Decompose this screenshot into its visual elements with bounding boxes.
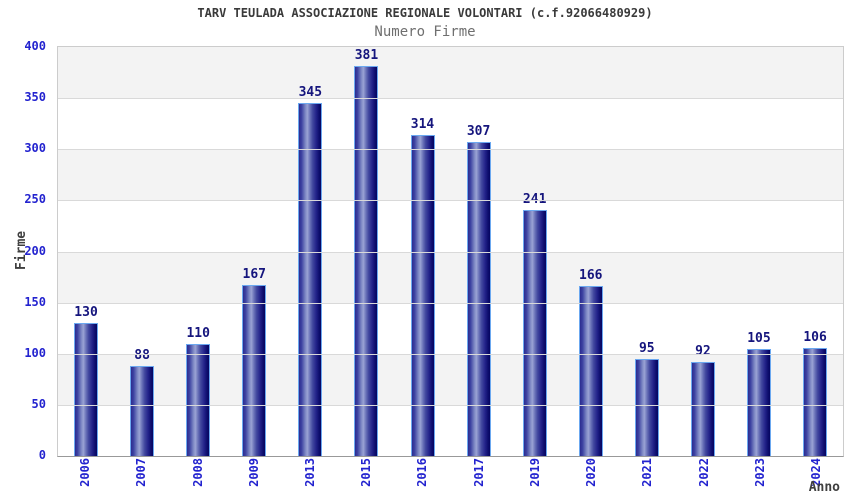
bar-slot: 307 xyxy=(451,47,507,456)
y-tick-label: 150 xyxy=(24,294,46,309)
plot-band xyxy=(58,47,843,99)
x-tick-slot: 2016 xyxy=(394,458,450,500)
gridline xyxy=(58,404,843,406)
bar xyxy=(354,66,379,456)
bar-value-label: 130 xyxy=(74,305,98,321)
x-tick-label: 2013 xyxy=(302,458,317,487)
x-tick-slot: 2015 xyxy=(338,458,394,500)
bar-slot: 381 xyxy=(338,47,394,456)
x-tick-label: 2020 xyxy=(584,458,599,487)
y-tick-label: 300 xyxy=(24,141,46,156)
x-tick-slot: 2007 xyxy=(113,458,169,500)
chart-title: TARV TEULADA ASSOCIAZIONE REGIONALE VOLO… xyxy=(197,6,653,20)
y-tick-label: 400 xyxy=(24,39,46,53)
x-tick-label: 2008 xyxy=(190,458,205,487)
bar-slot: 106 xyxy=(787,47,843,456)
bar-slot: 241 xyxy=(507,47,563,456)
plot-band xyxy=(58,149,843,201)
bar-slot: 95 xyxy=(619,47,675,456)
x-tick-slot: 2009 xyxy=(226,458,282,500)
bar-value-label: 166 xyxy=(579,268,603,284)
gridline xyxy=(58,98,843,100)
x-tick-slot: 2008 xyxy=(169,458,225,500)
bar-slot: 105 xyxy=(731,47,787,456)
x-tick-slot: 2017 xyxy=(451,458,507,500)
x-tick-label: 2009 xyxy=(246,458,261,487)
bars-container: 130 88 110 167 345 381 314 307 241 166 95 92 105 106 xyxy=(58,47,843,456)
x-tick-label: 2015 xyxy=(359,458,374,487)
x-tick-label: 2007 xyxy=(134,458,149,487)
gridline xyxy=(58,302,843,304)
x-tick-label: 2023 xyxy=(752,458,767,487)
x-tick-label: 2006 xyxy=(78,458,93,487)
bar-value-label: 105 xyxy=(747,330,771,346)
y-tick-label: 250 xyxy=(24,192,46,207)
bar-value-label: 110 xyxy=(186,325,210,341)
gridline xyxy=(58,200,843,202)
bar xyxy=(578,286,603,456)
y-tick-label: 200 xyxy=(24,243,46,258)
x-tick-slot: 2022 xyxy=(675,458,731,500)
bar xyxy=(410,134,435,456)
bar-slot: 92 xyxy=(675,47,731,456)
bar xyxy=(803,347,828,456)
x-axis-title: Anno xyxy=(808,480,840,495)
bar xyxy=(298,103,323,456)
x-tick-slot: 2013 xyxy=(282,458,338,500)
plot-band xyxy=(58,98,843,150)
bar xyxy=(466,142,491,456)
x-tick-label: 2019 xyxy=(527,458,542,487)
bar-value-label: 95 xyxy=(638,340,655,356)
bar-slot: 130 xyxy=(58,47,114,456)
bar-value-label: 314 xyxy=(410,116,435,132)
bar-value-label: 307 xyxy=(466,124,491,140)
bar-slot: 110 xyxy=(170,47,226,456)
y-tick-label: 0 xyxy=(38,448,46,462)
x-tick-label: 2017 xyxy=(471,458,486,487)
bar xyxy=(746,348,771,456)
x-tick-slot: 2020 xyxy=(563,458,619,500)
y-tick-label: 50 xyxy=(31,396,46,411)
gridline xyxy=(58,251,843,253)
y-axis-title: Firme xyxy=(14,230,29,270)
plot-band xyxy=(58,200,843,252)
bar-value-label: 88 xyxy=(134,348,150,364)
bar xyxy=(130,366,155,456)
x-tick-slot: 2021 xyxy=(619,458,675,500)
bar-slot: 166 xyxy=(563,47,619,456)
bar xyxy=(74,323,99,456)
bar xyxy=(522,209,547,456)
bar xyxy=(186,343,211,456)
x-tick-label: 2021 xyxy=(640,458,655,487)
bar-value-label: 92 xyxy=(695,343,711,359)
y-tick-label: 350 xyxy=(24,90,46,105)
x-tick-label: 2016 xyxy=(415,458,430,487)
bar-slot: 167 xyxy=(226,47,282,456)
bar xyxy=(242,285,267,456)
bar-value-label: 106 xyxy=(803,329,827,345)
bar-value-label: 381 xyxy=(354,48,379,64)
bar-slot: 314 xyxy=(394,47,450,456)
plot-band xyxy=(58,251,843,303)
gridline xyxy=(58,353,843,355)
x-tick-slot: 2006 xyxy=(57,458,113,500)
x-tick-slot: 2023 xyxy=(732,458,788,500)
x-tick-label: 2022 xyxy=(696,458,711,487)
y-tick-label: 100 xyxy=(24,345,46,360)
bar xyxy=(690,361,715,456)
gridline xyxy=(58,149,843,151)
plot-area: 130 88 110 167 345 381 314 307 241 166 95 92 105 106 xyxy=(57,46,844,457)
x-tick-slot: 2019 xyxy=(507,458,563,500)
bar-value-label: 241 xyxy=(522,191,547,207)
chart-subtitle: Numero Firme xyxy=(374,24,476,40)
bar-value-label: 345 xyxy=(298,85,323,101)
bar xyxy=(634,358,659,456)
bar-value-label: 167 xyxy=(242,267,267,283)
bar-slot: 88 xyxy=(114,47,170,456)
bar-slot: 345 xyxy=(282,47,338,456)
x-axis-tick-labels: 2006 2007 2008 2009 2013 2015 2016 2017 2019 2020… xyxy=(57,458,844,500)
